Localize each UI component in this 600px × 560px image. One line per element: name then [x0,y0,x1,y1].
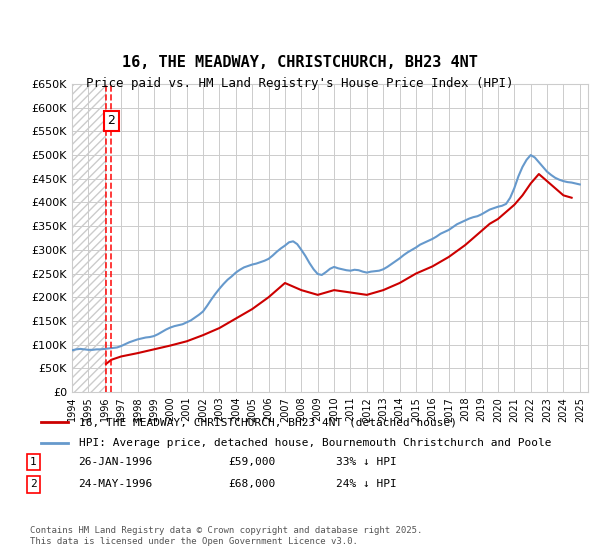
Text: 16, THE MEADWAY, CHRISTCHURCH, BH23 4NT (detached house): 16, THE MEADWAY, CHRISTCHURCH, BH23 4NT … [79,417,457,427]
Text: Price paid vs. HM Land Registry's House Price Index (HPI): Price paid vs. HM Land Registry's House … [86,77,514,90]
Text: 24% ↓ HPI: 24% ↓ HPI [336,479,397,489]
Bar [72,84,105,392]
Text: 1: 1 [30,457,37,467]
Bar [72,84,105,392]
Text: 2: 2 [107,114,115,128]
Text: £68,000: £68,000 [228,479,275,489]
Text: 24-MAY-1996: 24-MAY-1996 [78,479,152,489]
Text: 33% ↓ HPI: 33% ↓ HPI [336,457,397,467]
Text: 2: 2 [30,479,37,489]
Text: HPI: Average price, detached house, Bournemouth Christchurch and Poole: HPI: Average price, detached house, Bour… [79,438,551,448]
Text: 16, THE MEADWAY, CHRISTCHURCH, BH23 4NT: 16, THE MEADWAY, CHRISTCHURCH, BH23 4NT [122,55,478,70]
Text: £59,000: £59,000 [228,457,275,467]
Text: 26-JAN-1996: 26-JAN-1996 [78,457,152,467]
Text: Contains HM Land Registry data © Crown copyright and database right 2025.
This d: Contains HM Land Registry data © Crown c… [30,526,422,546]
